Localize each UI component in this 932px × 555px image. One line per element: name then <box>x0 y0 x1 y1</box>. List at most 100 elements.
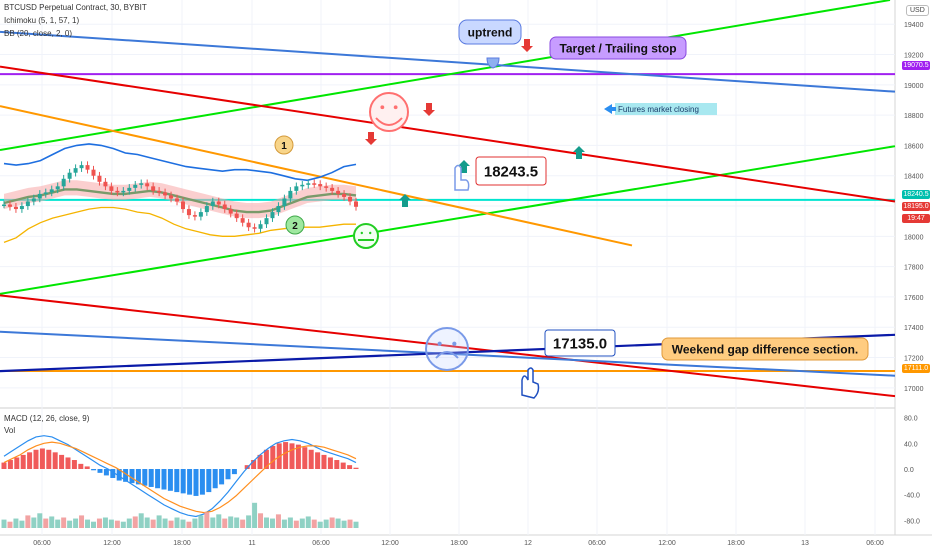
trendline-red <box>0 294 896 398</box>
candle-body <box>252 227 257 229</box>
macd-histogram-bar <box>353 467 359 469</box>
macd-histogram-bar <box>257 454 263 469</box>
candle-body <box>294 186 299 191</box>
volume-bar <box>1 519 7 528</box>
candle-body <box>324 186 329 188</box>
volume-bar <box>222 518 228 528</box>
macd-histogram-bar <box>212 469 218 489</box>
macd-histogram-bar <box>206 469 212 493</box>
uptrend-label-box <box>458 19 522 45</box>
candle-body <box>85 165 90 170</box>
macd-histogram-bar <box>39 448 45 469</box>
price2-label-text: 17135.0 <box>553 335 607 352</box>
trendline-blue <box>0 30 896 93</box>
volume-bar <box>150 519 156 528</box>
volume-bar <box>258 513 264 528</box>
candle-body <box>354 201 358 207</box>
volume-bar <box>186 521 192 528</box>
y-tick-label: 18400 <box>904 174 924 181</box>
price1-label-box <box>475 156 547 186</box>
up-arrow-icon <box>573 146 585 159</box>
volume-bar <box>240 519 246 528</box>
volume-bar <box>252 502 258 528</box>
macd-histogram-bar <box>180 469 186 494</box>
macd-histogram-bar <box>46 449 52 469</box>
happy-face-icon-mouth <box>375 117 403 126</box>
candle-body <box>19 206 24 210</box>
macd-histogram-bar <box>65 457 71 469</box>
volume-bar <box>114 520 120 528</box>
weekend-label-text: Weekend gap difference section. <box>672 342 859 356</box>
volume-bar <box>31 517 37 528</box>
marker-1-text: 1 <box>281 141 287 152</box>
x-tick-label: 11 <box>248 540 255 547</box>
y-tick-label: 18800 <box>904 113 924 120</box>
x-tick-label: 18:00 <box>727 540 745 547</box>
candle-body <box>180 201 185 210</box>
macd-histogram-bar <box>148 469 154 487</box>
macd-histogram-bar <box>231 469 237 475</box>
macd-histogram-bar <box>174 469 180 493</box>
volume-bar <box>162 518 168 528</box>
volume-bar <box>341 520 347 528</box>
macd-histogram-bar <box>321 454 327 469</box>
candle-body <box>103 181 108 187</box>
y-tick-label: 17200 <box>904 356 924 363</box>
uptrend-label-text: uptrend <box>468 25 513 39</box>
candle-body <box>228 209 233 214</box>
candle-body <box>115 190 120 193</box>
bb-upper-line <box>3 143 357 182</box>
y-tick-label: 19000 <box>904 83 924 90</box>
sad-face-icon-eye <box>452 341 457 346</box>
candle-body <box>127 187 132 191</box>
macd-histogram-bar <box>327 457 333 469</box>
trendline-orange <box>0 105 633 247</box>
candle-body <box>157 190 162 193</box>
candle-body <box>43 192 48 194</box>
candle-body <box>61 178 66 187</box>
candle-body <box>133 184 138 188</box>
macd-histogram-bar <box>167 469 173 491</box>
volume-bar <box>132 516 138 528</box>
volume-bar <box>269 518 275 528</box>
candle-body <box>49 189 54 193</box>
volume-bar <box>317 521 323 528</box>
x-tick-label: 06:00 <box>588 540 606 547</box>
volume-bar <box>67 520 73 528</box>
down-arrow-icon <box>521 39 533 52</box>
volume-bar <box>90 521 96 528</box>
volume-bar <box>281 519 287 528</box>
candle-body <box>198 212 203 217</box>
candle-body <box>246 222 251 228</box>
candle-body <box>348 196 353 202</box>
volume-bar <box>335 518 341 528</box>
candle-body <box>25 201 30 207</box>
candle-body <box>342 193 347 197</box>
macd-histogram-bar <box>84 466 90 469</box>
macd-histogram-bar <box>135 469 141 485</box>
candle-body <box>31 198 36 202</box>
macd-histogram-bar <box>225 469 231 480</box>
down-arrow-icon <box>423 103 435 116</box>
futures-label-text: Futures market closing <box>618 105 699 114</box>
macd-tick-label: 40.0 <box>904 441 918 448</box>
candle-body <box>216 201 221 205</box>
volume-bar <box>49 516 55 528</box>
y-tick-label: 17400 <box>904 325 924 332</box>
macd-histogram-bar <box>308 449 314 469</box>
macd-histogram-bar <box>334 460 340 469</box>
currency-badge[interactable]: USD <box>906 5 929 16</box>
macd-histogram-bar <box>295 444 301 469</box>
sad-face-icon-eye <box>437 341 442 346</box>
macd-histogram-bar <box>59 454 65 469</box>
candle-body <box>234 213 239 219</box>
volume-bar <box>79 515 85 528</box>
macd-tick-label: -80.0 <box>904 518 920 525</box>
volume-bar <box>138 513 144 528</box>
macd-histogram-bar <box>161 469 167 490</box>
macd-histogram-bar <box>129 469 135 484</box>
bb-legend: BB (20, close, 2, 0) <box>4 29 73 38</box>
macd-histogram-bar <box>347 465 353 469</box>
